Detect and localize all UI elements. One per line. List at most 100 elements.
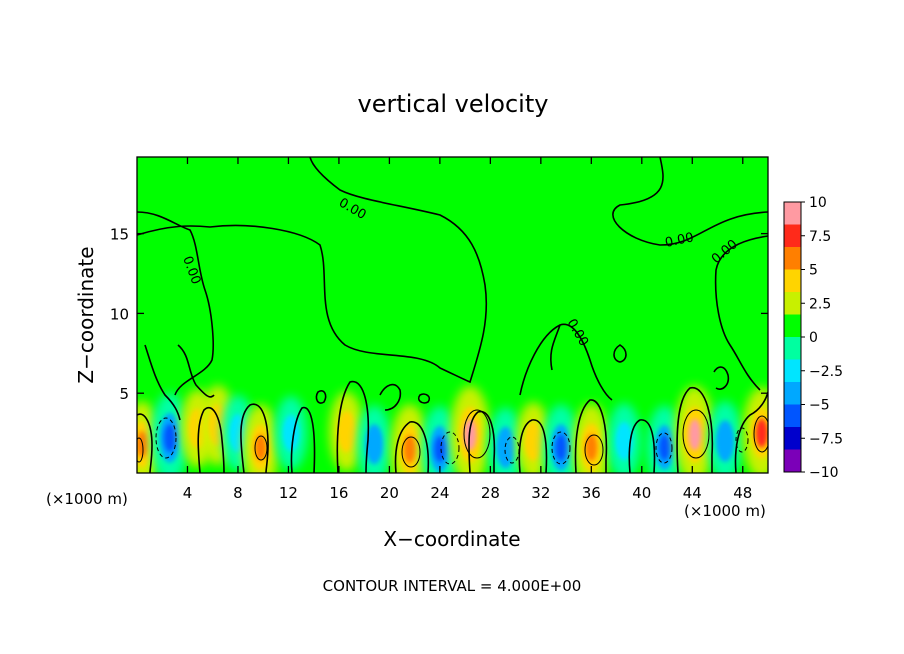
contour-line-zero-loop-2 bbox=[417, 393, 431, 404]
colorbar-segment bbox=[784, 292, 801, 315]
contour-line-zero-midright bbox=[519, 323, 613, 401]
y-axis: 5 10 15 bbox=[110, 226, 768, 403]
contour-line-zero-right bbox=[612, 157, 768, 246]
x-tick-label: 28 bbox=[481, 484, 500, 502]
contour-line-zero-col-1 bbox=[240, 403, 269, 473]
contour-line-neg-4-d bbox=[655, 432, 673, 464]
velocity-cell-core bbox=[619, 430, 629, 452]
velocity-cell bbox=[421, 406, 459, 473]
colorbar-segment bbox=[784, 269, 801, 293]
x-tick-label: 48 bbox=[733, 484, 752, 502]
velocity-cell bbox=[488, 407, 523, 473]
contour-line-zero-left bbox=[137, 211, 214, 396]
contour-line-zero-col-12 bbox=[137, 413, 153, 473]
contour-line-zero-col-10 bbox=[734, 391, 768, 473]
y-tick-label: 5 bbox=[119, 385, 129, 403]
contour-line-zero-col-7 bbox=[290, 406, 316, 473]
contour-line-zero-right-2 bbox=[714, 235, 768, 391]
x-tick-label: 20 bbox=[380, 484, 399, 502]
contour-line-zero-col-2 bbox=[336, 380, 370, 473]
contour-label-3: 0.00 bbox=[664, 230, 695, 251]
colorbar-segment bbox=[784, 449, 801, 473]
velocity-cell-core bbox=[585, 433, 597, 461]
x-tick-label: 36 bbox=[582, 484, 601, 502]
colorbar-tick-label: −5 bbox=[809, 398, 830, 414]
velocity-cell-core bbox=[403, 435, 416, 464]
x-tick-label: 16 bbox=[329, 484, 348, 502]
contour-line-zero-col-14 bbox=[379, 383, 402, 411]
colorbar-tick-label: −10 bbox=[809, 465, 839, 481]
y-axis-label: Z−coordinate bbox=[74, 246, 98, 383]
velocity-cell bbox=[357, 405, 392, 473]
contour-line-zero-col-11 bbox=[197, 406, 225, 473]
x-tick-label: 12 bbox=[279, 484, 298, 502]
contour-interval-footnote: CONTOUR INTERVAL = 4.000E+00 bbox=[323, 577, 582, 595]
x-tick-label: 40 bbox=[632, 484, 651, 502]
velocity-cell-core bbox=[555, 434, 567, 461]
contour-line-neg-4-e bbox=[504, 436, 520, 464]
velocity-cell-core bbox=[463, 418, 477, 451]
contour-line-zero-col-15 bbox=[713, 366, 730, 390]
velocity-cell bbox=[516, 402, 551, 473]
velocity-cell bbox=[242, 404, 279, 473]
plot-frame bbox=[136, 156, 769, 474]
contour-line-pos-4-c bbox=[401, 436, 421, 468]
contour-line-neg-4-f bbox=[735, 427, 749, 453]
velocity-cell-core bbox=[528, 429, 539, 453]
velocity-cell-core bbox=[688, 418, 702, 451]
x-tick-label: 24 bbox=[430, 484, 449, 502]
chart-title: vertical velocity bbox=[358, 90, 549, 118]
contour-line-pos-4-a bbox=[463, 409, 491, 459]
x-tick-label: 44 bbox=[683, 484, 702, 502]
velocity-cell-core bbox=[719, 429, 731, 453]
velocity-cell-core bbox=[164, 423, 176, 452]
x-unit-left: (×1000 m) bbox=[46, 490, 128, 508]
velocity-cell-core bbox=[659, 434, 670, 461]
contour-line-neg-4-b bbox=[440, 431, 460, 465]
velocity-cell bbox=[572, 403, 610, 473]
colorbar-tick-label: 7.5 bbox=[809, 229, 831, 245]
contour-line-pos-4-f bbox=[254, 435, 268, 461]
colorbar-segment bbox=[784, 247, 801, 270]
colorbar-segment bbox=[784, 427, 801, 450]
colorbar-tick-label: −2.5 bbox=[809, 364, 843, 380]
colorbar-tick-label: 5 bbox=[809, 263, 818, 279]
contour-line-zero-loop-1 bbox=[613, 344, 627, 363]
x-tick-label: 32 bbox=[531, 484, 550, 502]
colorbar: 10 7.5 5 2.5 0 −2.5 −5 −7.5 −10 bbox=[783, 195, 843, 481]
colorbar-segment bbox=[784, 382, 801, 405]
colorbar-segment bbox=[784, 202, 801, 225]
contour-line-zero-top bbox=[137, 157, 488, 384]
contour-line-pos-4-g bbox=[137, 437, 144, 463]
x-axis-label: X−coordinate bbox=[383, 527, 520, 551]
contour-line-zero-left-lobe bbox=[177, 344, 215, 398]
colorbar-segment bbox=[784, 314, 801, 338]
velocity-cell bbox=[390, 404, 429, 473]
colorbar-tick-label: 10 bbox=[809, 195, 827, 211]
contour-line-neg-4-a bbox=[155, 417, 177, 459]
x-axis: 4 8 12 16 20 24 28 32 36 40 44 48 bbox=[183, 157, 752, 502]
contour-line-zero-loop-3 bbox=[315, 390, 327, 404]
velocity-cell bbox=[150, 392, 189, 473]
colorbar-tick-label: −7.5 bbox=[809, 431, 843, 447]
contour-line-zero-col-9 bbox=[628, 419, 656, 473]
colorbar-segment bbox=[784, 359, 801, 383]
x-unit-right: (×1000 m) bbox=[684, 502, 766, 520]
colorbar-segment bbox=[784, 337, 801, 360]
velocity-cell bbox=[742, 387, 768, 473]
velocity-cell-core bbox=[369, 433, 380, 456]
velocity-cell-core bbox=[755, 418, 768, 448]
x-tick-label: 4 bbox=[183, 484, 193, 502]
contour-line-pos-4-d bbox=[584, 434, 604, 466]
velocity-cell bbox=[607, 403, 641, 473]
contour-line-pos-4-e bbox=[753, 415, 768, 453]
velocity-cell bbox=[646, 405, 683, 473]
velocity-cell-core bbox=[255, 434, 267, 461]
contour-lines-dashed bbox=[155, 417, 749, 465]
contour-line-neg-4-c bbox=[551, 431, 571, 465]
y-tick-label: 10 bbox=[110, 305, 129, 323]
colorbar-segment bbox=[784, 224, 801, 248]
contour-line-zero-lower-left bbox=[144, 344, 181, 421]
contour-line-zero-col-8 bbox=[518, 419, 548, 473]
x-tick-label: 8 bbox=[233, 484, 243, 502]
